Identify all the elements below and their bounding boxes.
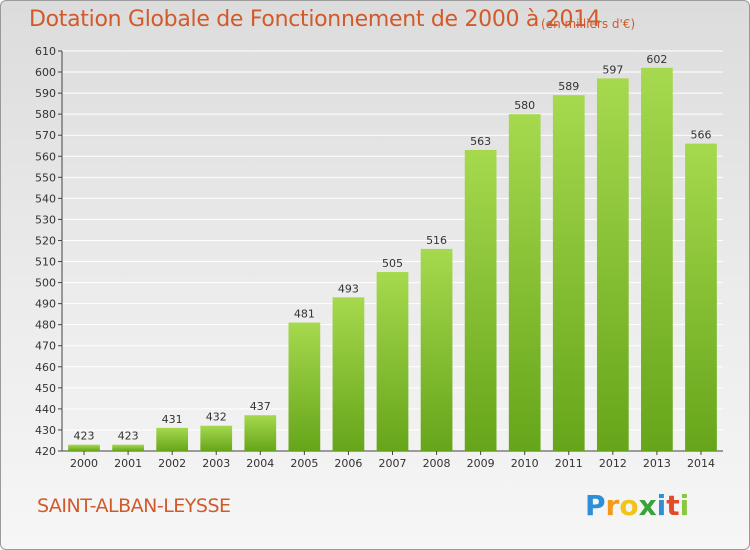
value-label-2004: 437 bbox=[250, 400, 271, 413]
x-tick-label-2010: 2010 bbox=[511, 457, 539, 470]
bar-2011 bbox=[552, 95, 585, 452]
y-tick-label: 600 bbox=[35, 66, 56, 79]
y-tick-label: 570 bbox=[35, 129, 56, 142]
y-tick-label: 460 bbox=[35, 361, 56, 374]
x-tick-label-2003: 2003 bbox=[202, 457, 230, 470]
bar-2007 bbox=[376, 272, 409, 451]
value-label-2012: 597 bbox=[602, 63, 623, 76]
x-tick-label-2013: 2013 bbox=[643, 457, 671, 470]
value-label-2006: 493 bbox=[338, 282, 359, 295]
value-label-2007: 505 bbox=[382, 257, 403, 270]
x-tick-label-2001: 2001 bbox=[114, 457, 142, 470]
y-tick-label: 470 bbox=[35, 340, 56, 353]
bar-2004 bbox=[244, 415, 277, 451]
y-tick-label: 530 bbox=[35, 213, 56, 226]
y-tick-label: 450 bbox=[35, 382, 56, 395]
x-tick-label-2009: 2009 bbox=[467, 457, 495, 470]
value-label-2011: 589 bbox=[558, 80, 579, 93]
value-label-2013: 602 bbox=[646, 53, 667, 66]
chart-title: Dotation Globale de Fonctionnement de 20… bbox=[29, 7, 601, 32]
city-name: SAINT-ALBAN-LEYSSE bbox=[37, 495, 231, 517]
unit-note: (en milliers d'€) bbox=[541, 17, 636, 31]
y-tick-label: 420 bbox=[35, 445, 56, 458]
value-label-2008: 516 bbox=[426, 234, 447, 247]
y-tick-label: 610 bbox=[35, 45, 56, 58]
bar-2002 bbox=[156, 427, 189, 451]
bar-2003 bbox=[200, 425, 233, 451]
bar-2008 bbox=[420, 248, 453, 451]
y-tick-label: 430 bbox=[35, 424, 56, 437]
y-tick-label: 580 bbox=[35, 108, 56, 121]
x-tick-label-2007: 2007 bbox=[379, 457, 407, 470]
bar-2010 bbox=[508, 114, 541, 451]
value-label-2000: 423 bbox=[74, 430, 95, 443]
y-tick-label: 500 bbox=[35, 277, 56, 290]
y-tick-label: 590 bbox=[35, 87, 56, 100]
bar-2014 bbox=[685, 143, 717, 451]
value-label-2009: 563 bbox=[470, 135, 491, 148]
bar-2009 bbox=[464, 149, 497, 451]
y-tick-label: 480 bbox=[35, 319, 56, 332]
bar-2001 bbox=[112, 444, 144, 451]
x-tick-label-2004: 2004 bbox=[246, 457, 274, 470]
x-tick-label-2005: 2005 bbox=[290, 457, 318, 470]
value-label-2003: 432 bbox=[206, 411, 227, 424]
value-label-2010: 580 bbox=[514, 99, 535, 112]
value-label-2014: 566 bbox=[690, 129, 711, 142]
y-tick-label: 490 bbox=[35, 298, 56, 311]
x-tick-label-2012: 2012 bbox=[599, 457, 627, 470]
y-tick-label: 440 bbox=[35, 403, 56, 416]
bar-2013 bbox=[641, 67, 673, 451]
x-tick-label-2014: 2014 bbox=[687, 457, 715, 470]
x-tick-label-2002: 2002 bbox=[158, 457, 186, 470]
y-tick-label: 560 bbox=[35, 150, 56, 163]
bar-2006 bbox=[332, 297, 365, 451]
y-tick-label: 550 bbox=[35, 171, 56, 184]
proxiti-logo[interactable]: Proxiti bbox=[585, 489, 690, 522]
bar-2005 bbox=[288, 322, 321, 451]
x-tick-label-2000: 2000 bbox=[70, 457, 98, 470]
bar-2012 bbox=[596, 78, 629, 452]
value-label-2001: 423 bbox=[118, 430, 139, 443]
value-label-2005: 481 bbox=[294, 308, 315, 321]
y-tick-label: 520 bbox=[35, 234, 56, 247]
x-tick-label-2008: 2008 bbox=[423, 457, 451, 470]
y-tick-label: 540 bbox=[35, 192, 56, 205]
value-label-2002: 431 bbox=[162, 413, 183, 426]
bar-2000 bbox=[68, 444, 100, 451]
x-tick-label-2006: 2006 bbox=[334, 457, 362, 470]
x-tick-label-2011: 2011 bbox=[555, 457, 583, 470]
y-tick-label: 510 bbox=[35, 256, 56, 269]
